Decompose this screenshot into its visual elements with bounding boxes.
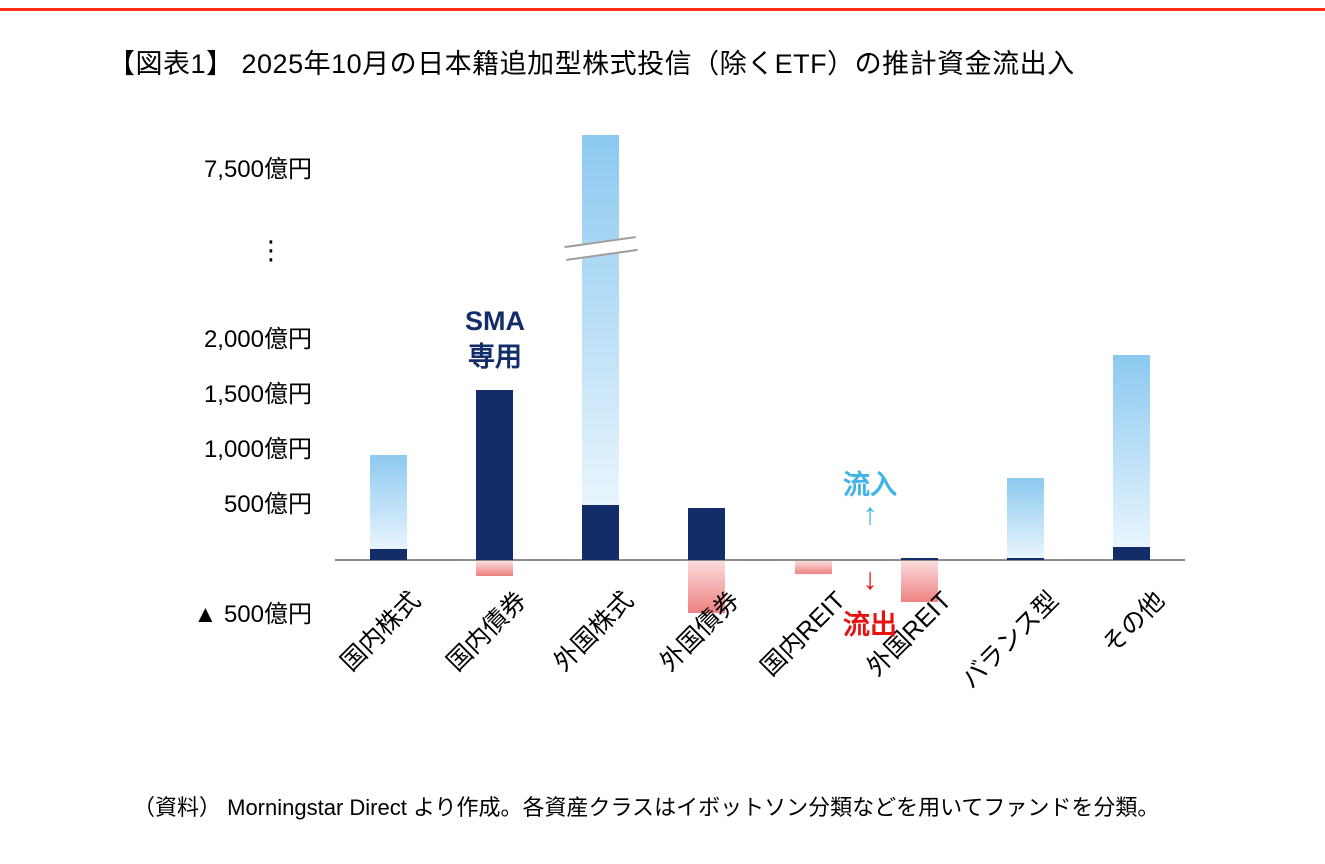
bar-segment-inflow (582, 135, 620, 505)
bar-segment-outflow (688, 561, 726, 613)
x-category-label: 国内債券 (441, 586, 533, 677)
sma-annotation-line1: SMA (465, 306, 525, 336)
bar-segment-inflow (1007, 478, 1045, 558)
y-tick-label: 7,500億円 (203, 156, 312, 183)
bar-segment-sma (900, 557, 938, 560)
inflow-arrow-icon: ↑ (862, 498, 878, 531)
inflow-label: 流入 (843, 470, 897, 500)
x-axis-line (335, 559, 1185, 561)
y-axis-break-ellipsis: ⋮ (258, 235, 284, 265)
x-category-label: その他 (1097, 586, 1170, 660)
bar-segment-sma (1007, 557, 1045, 560)
bar-segment-inflow (1113, 355, 1151, 547)
source-note: （資料） Morningstar Direct より作成。各資産クラスはイボット… (133, 795, 1160, 820)
bar-segment-sma (582, 505, 620, 560)
bar-segment-outflow (475, 561, 513, 577)
y-tick-label: 1,500億円 (203, 381, 312, 408)
bar-segment-outflow (900, 561, 938, 602)
chart-title: 【図表1】 2025年10月の日本籍追加型株式投信（除くETF）の推計資金流出入 (108, 49, 1075, 79)
bar-segment-sma (1113, 546, 1151, 560)
top-red-rule (0, 8, 1325, 11)
bar-segment-sma (369, 549, 407, 560)
x-category-label: バランス型 (955, 586, 1064, 695)
y-tick-label: 1,000億円 (203, 436, 312, 463)
outflow-label: 流出 (843, 610, 897, 640)
x-category-label: 国内株式 (335, 586, 427, 677)
bar-segment-inflow (369, 454, 407, 549)
y-tick-label: ▲ 500億円 (193, 601, 312, 628)
outflow-arrow-icon: ↓ (862, 563, 878, 596)
bar-segment-sma (475, 389, 513, 560)
bar-segment-sma (688, 508, 726, 560)
bar-segment-outflow (794, 561, 832, 575)
y-tick-label: 2,000億円 (203, 326, 312, 353)
sma-annotation-line2: 専用 (468, 342, 522, 373)
sma-annotation: SMA 専用 (434, 303, 556, 376)
x-category-label: 外国株式 (548, 586, 639, 677)
y-tick-label: 500億円 (223, 491, 312, 518)
